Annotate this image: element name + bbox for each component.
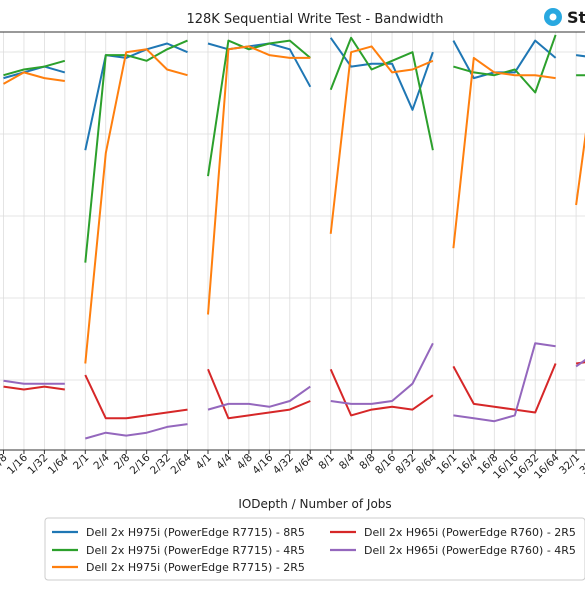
x-tick-label: 2/1: [71, 452, 91, 472]
legend-label: Dell 2x H975i (PowerEdge R7715) - 8R5: [86, 526, 305, 539]
series-line-h2r5-group-4: [331, 369, 433, 415]
series-line-s8r5-group-6: [576, 55, 585, 58]
x-tick-label: 8/4: [337, 451, 358, 472]
x-tick-label: 8/32: [393, 452, 418, 477]
legend-label: Dell 2x H975i (PowerEdge R7715) - 2R5: [86, 561, 305, 574]
series-line-s2r5-group-3: [208, 46, 310, 314]
legend-item-s8r5: Dell 2x H975i (PowerEdge R7715) - 8R5: [52, 526, 305, 539]
series-line-s2r5-group-1: [4, 72, 65, 84]
x-tick-label: 32/4: [578, 451, 585, 476]
series-line-h4r5-group-2: [85, 424, 187, 438]
x-tick-label: 2/16: [128, 451, 153, 476]
series-line-h2r5-group-3: [208, 369, 310, 418]
legend-label: Dell 2x H975i (PowerEdge R7715) - 4R5: [86, 544, 305, 557]
x-tick-label: 1/64: [46, 451, 71, 476]
series-h2r5: [3, 361, 585, 419]
series-line-h2r5-group-5: [453, 364, 555, 413]
legend-item-h4r5: Dell 2x H965i (PowerEdge R760) - 4R5: [330, 544, 576, 557]
series-line-h4r5-group-4: [331, 343, 433, 404]
x-tick-label: 1/16: [5, 451, 30, 476]
logo-text: St: [567, 8, 585, 27]
series-line-s4r5-group-2: [85, 41, 187, 263]
series-line-h2r5-group-1: [4, 387, 65, 390]
brand-logo: St: [544, 8, 585, 27]
series-h4r5: [3, 343, 585, 438]
legend-item-h2r5: Dell 2x H965i (PowerEdge R760) - 2R5: [330, 526, 576, 539]
series-line-s4r5-group-1: [4, 61, 65, 75]
legend-item-s4r5: Dell 2x H975i (PowerEdge R7715) - 4R5: [52, 544, 305, 557]
series-line-s4r5-group-5: [453, 35, 555, 93]
x-tick-label: 8/1: [316, 452, 336, 472]
x-tick-label: 1/32: [25, 452, 50, 477]
x-axis-label: IODepth / Number of Jobs: [238, 497, 391, 511]
series-line-h4r5-group-1: [4, 381, 65, 384]
x-tick-label: 8/64: [414, 451, 439, 476]
x-tick-label: 4/16: [250, 451, 275, 476]
series-line-s2r5-group-6: [576, 55, 585, 205]
legend-label: Dell 2x H965i (PowerEdge R760) - 2R5: [364, 526, 576, 539]
series-line-s2r5-group-2: [85, 49, 187, 363]
series-layer: [3, 35, 585, 439]
x-tick-label: 2/32: [148, 452, 173, 477]
x-tick-label: 16/1: [434, 452, 459, 477]
x-tick-label: 4/4: [214, 451, 235, 472]
x-tick-label: 2/4: [91, 451, 112, 472]
x-tick-label: 2/64: [169, 451, 194, 476]
chart-legend: Dell 2x H975i (PowerEdge R7715) - 8R5 Del…: [45, 518, 585, 580]
chart-title: 128K Sequential Write Test - Bandwidth: [186, 12, 443, 27]
series-line-h4r5-group-3: [208, 387, 310, 410]
legend-item-s2r5: Dell 2x H975i (PowerEdge R7715) - 2R5: [52, 561, 305, 574]
x-tick-label: 4/32: [271, 452, 296, 477]
series-s4r5: [3, 35, 585, 263]
x-tick-label: 16/4: [455, 451, 480, 476]
series-line-h4r5-group-5: [453, 343, 555, 421]
x-tick-label: 32/1: [557, 452, 582, 477]
x-tick-label: 8/16: [373, 451, 398, 476]
series-s8r5: [3, 38, 585, 150]
series-line-s2r5-group-5: [453, 58, 555, 248]
series-line-h4r5-group-6: [576, 352, 585, 366]
x-tick-label: 4/1: [194, 452, 214, 472]
series-line-h2r5-group-2: [85, 375, 187, 418]
x-tick-label: 4/64: [291, 451, 316, 476]
legend-label: Dell 2x H965i (PowerEdge R760) - 4R5: [364, 544, 576, 557]
